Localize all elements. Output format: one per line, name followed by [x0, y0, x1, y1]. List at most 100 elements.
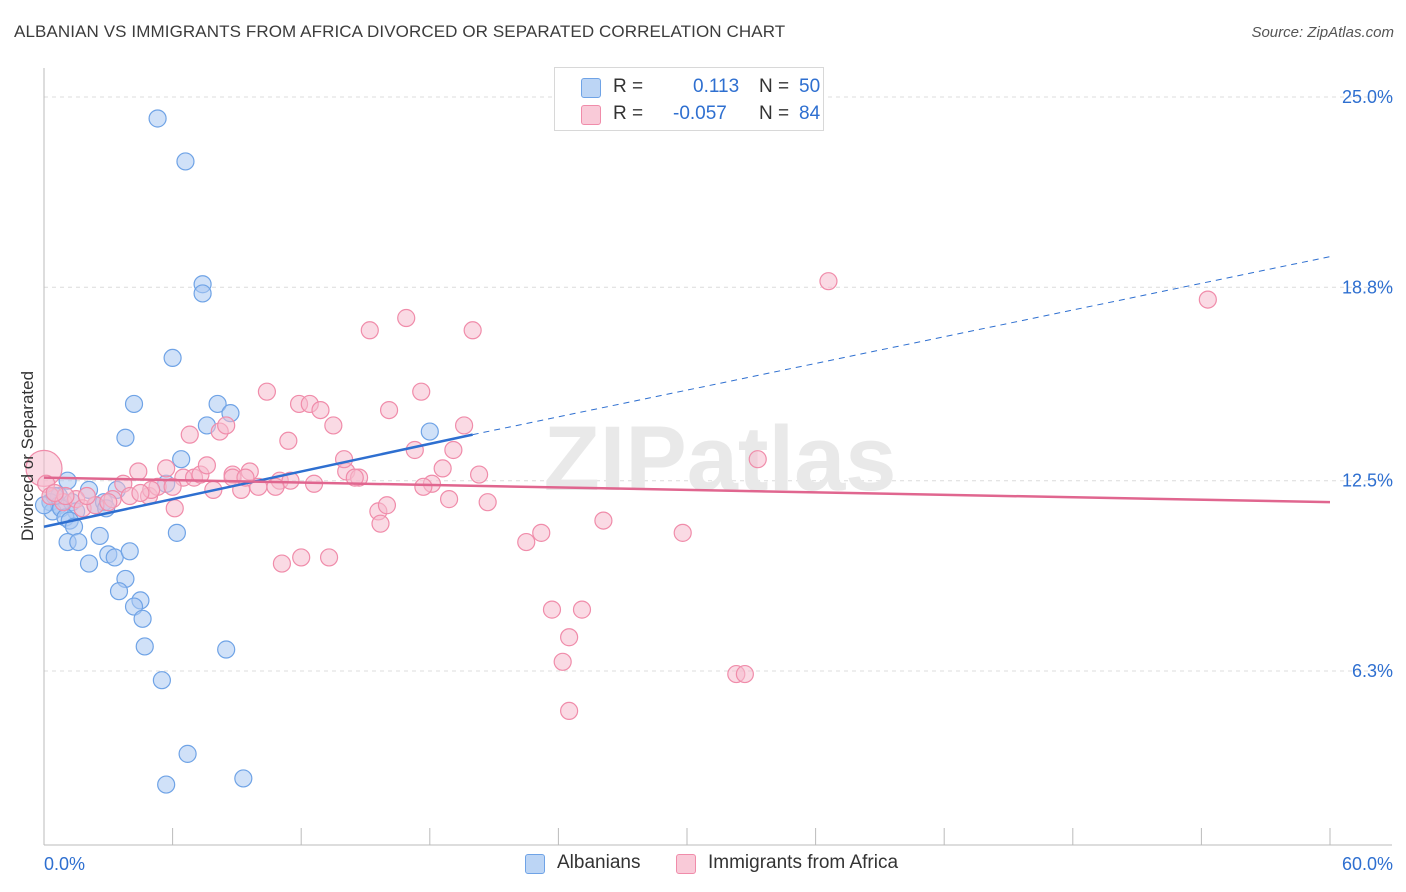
data-point [90, 526, 109, 546]
data-point [334, 450, 354, 469]
data-point [163, 477, 182, 496]
data-point [152, 671, 171, 690]
data-point [157, 775, 176, 794]
data-point [165, 499, 184, 518]
source-label: Source: ZipAtlas.com [1251, 24, 1394, 41]
data-point [371, 514, 390, 533]
data-point [819, 272, 838, 291]
y-tick-label: 25.0% [1342, 87, 1393, 107]
y-tick-label: 6.3% [1352, 661, 1393, 681]
data-point [469, 465, 489, 484]
data-point [397, 308, 416, 328]
data-point [439, 490, 459, 509]
data-point [735, 664, 754, 684]
data-point [124, 394, 144, 414]
data-point [412, 382, 431, 401]
data-point [217, 416, 236, 435]
data-point [748, 450, 767, 469]
data-point [176, 152, 195, 171]
bottom-legend-swatch-albanians [525, 854, 545, 874]
y-tick-label: 12.5% [1342, 471, 1393, 491]
legend-n-value: 50 [799, 76, 821, 97]
x-tick-label: 0.0% [44, 854, 85, 874]
data-point [193, 284, 212, 303]
legend-r-value: 0.113 [693, 76, 740, 97]
stats-legend: R = 0.113 N = 50 R = -0.057 N = 84 [554, 67, 824, 131]
data-point [379, 400, 399, 420]
data-point [167, 523, 186, 542]
data-point [324, 416, 343, 435]
data-point [129, 462, 148, 481]
data-point [292, 548, 311, 567]
data-point [542, 600, 562, 619]
data-point [553, 652, 572, 671]
legend-r-label: R = [613, 103, 644, 124]
data-point [444, 440, 463, 460]
data-point [463, 321, 482, 340]
bottom-legend-label: Immigrants from Africa [708, 852, 899, 873]
immigrants-africa-points [25, 272, 1217, 721]
y-axis-label: Divorced or Separated [18, 370, 37, 542]
data-point [197, 456, 216, 475]
tick-labels: 25.0% 18.8% 12.5% 6.3% 0.0% 60.0% [44, 87, 1393, 874]
legend-n-label: N = [759, 76, 790, 97]
data-point [377, 496, 397, 515]
data-point [109, 582, 129, 601]
bottom-legend-label: Albanians [557, 852, 641, 873]
data-point [180, 425, 199, 444]
data-point [69, 532, 88, 552]
data-point [135, 637, 154, 656]
data-point [433, 459, 452, 478]
legend-r-label: R = [613, 76, 644, 97]
data-point [45, 483, 64, 503]
watermark: ZIPatlas [544, 408, 897, 510]
data-point [532, 523, 551, 542]
data-point [673, 523, 692, 542]
data-point [157, 459, 176, 478]
legend-n-label: N = [759, 103, 790, 124]
data-point [116, 428, 135, 447]
data-point [405, 440, 424, 460]
data-point [178, 744, 197, 763]
bottom-legend-swatch-immigrants-africa [676, 854, 696, 874]
albanians-trend-extension [472, 256, 1331, 436]
data-point [257, 382, 277, 401]
data-point [124, 597, 144, 616]
legend-r-value: -0.057 [673, 103, 727, 124]
data-point [311, 400, 330, 420]
chart-title: ALBANIAN VS IMMIGRANTS FROM AFRICA DIVOR… [14, 22, 786, 41]
data-point [172, 450, 191, 469]
data-point [478, 493, 497, 512]
data-point [163, 348, 182, 368]
data-point [420, 422, 439, 441]
data-point [360, 321, 379, 340]
data-point [217, 640, 236, 659]
legend-swatch-immigrants-africa [581, 105, 601, 125]
immigrants-africa-trend-line [43, 476, 1331, 504]
legend-n-value: 84 [799, 103, 821, 124]
grid [44, 96, 1392, 672]
legend-swatch-albanians [581, 78, 601, 98]
albanians-points [34, 109, 439, 794]
data-point [131, 483, 150, 503]
data-point [345, 468, 364, 487]
data-point [99, 493, 118, 512]
data-point [454, 416, 474, 435]
data-point [572, 600, 592, 619]
data-point [594, 511, 613, 530]
data-point [279, 431, 298, 450]
data-point [272, 554, 292, 573]
data-point [517, 532, 536, 552]
data-point [319, 548, 339, 567]
data-point [1198, 290, 1217, 309]
x-tick-label: 60.0% [1342, 854, 1393, 874]
data-point [77, 486, 96, 506]
data-point [148, 109, 167, 128]
trend-lines [43, 256, 1331, 528]
data-point [560, 628, 579, 647]
data-point [79, 554, 99, 573]
y-tick-label: 18.8% [1342, 277, 1393, 297]
data-point [208, 394, 227, 414]
data-point [58, 471, 77, 490]
